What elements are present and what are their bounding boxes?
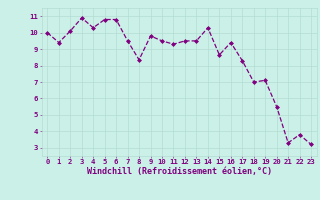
X-axis label: Windchill (Refroidissement éolien,°C): Windchill (Refroidissement éolien,°C) — [87, 167, 272, 176]
